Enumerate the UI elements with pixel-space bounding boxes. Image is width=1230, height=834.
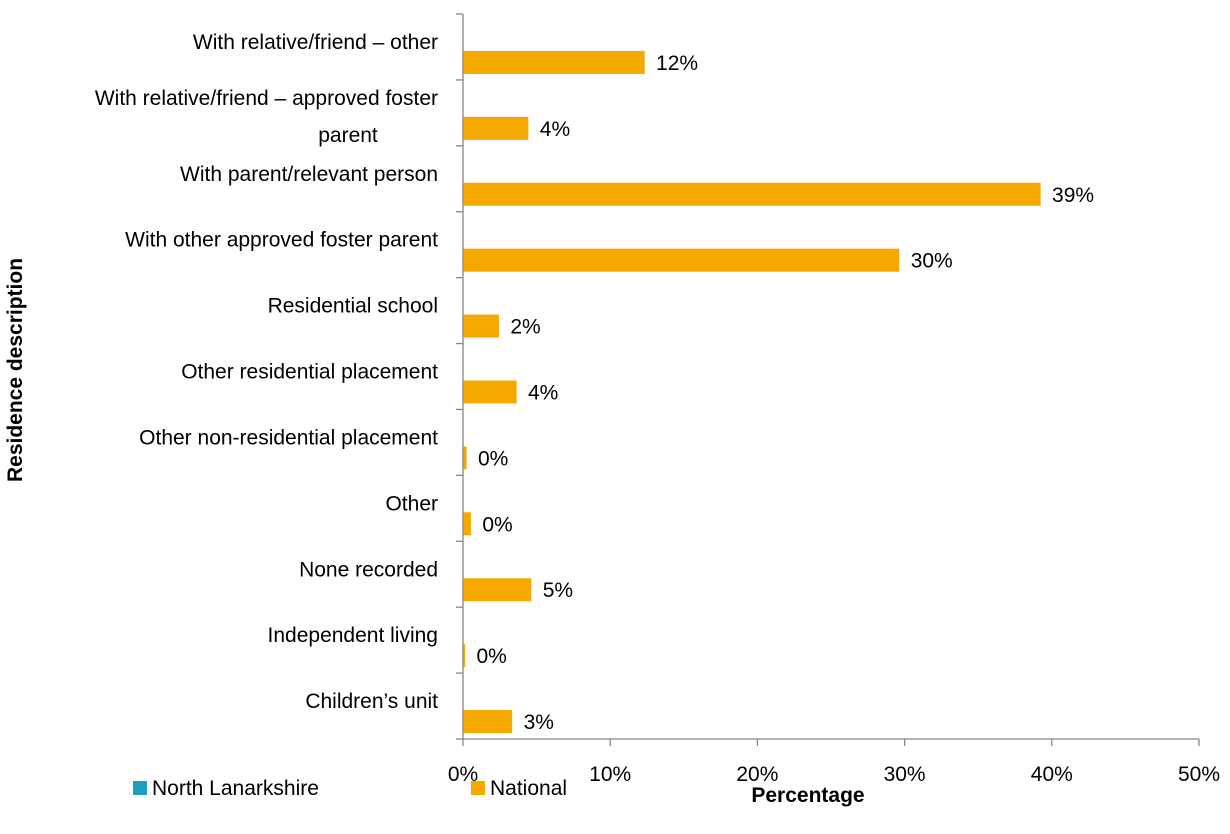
x-tick-label: 50% — [1178, 763, 1220, 786]
bar-national — [463, 710, 513, 734]
data-label: 0% — [482, 513, 512, 536]
category-label: Children’s unit — [305, 690, 438, 713]
data-label: 0% — [478, 447, 508, 470]
data-label: 3% — [524, 711, 554, 734]
bar-national — [463, 116, 529, 140]
data-label: 4% — [528, 382, 558, 405]
legend-label: National — [490, 777, 567, 800]
bar-national — [463, 248, 900, 272]
legend: North Lanarkshire National — [133, 777, 567, 800]
category-label: Other non-residential placement — [139, 426, 438, 449]
bar-national — [463, 512, 471, 536]
data-label: 0% — [476, 645, 506, 668]
data-label: 4% — [540, 118, 570, 141]
x-tick-label: 10% — [589, 763, 631, 786]
bar-national — [463, 446, 467, 470]
x-tick-label: 40% — [1031, 763, 1073, 786]
bar-national — [463, 314, 499, 338]
data-label: 5% — [543, 579, 573, 602]
x-tick-label: 20% — [736, 763, 778, 786]
legend-swatch — [133, 781, 147, 795]
legend-label: North Lanarkshire — [152, 777, 319, 800]
legend-swatch — [471, 781, 485, 795]
data-label: 30% — [911, 250, 953, 273]
bar-national — [463, 380, 517, 404]
category-label: With parent/relevant person — [180, 163, 438, 186]
bar-national — [463, 182, 1041, 206]
category-label: Independent living — [268, 624, 438, 647]
data-label: 2% — [510, 316, 540, 339]
data-label: 12% — [656, 52, 698, 75]
category-label: With other approved foster parent — [125, 229, 438, 252]
y-axis-title: Residence description — [4, 258, 27, 482]
bar-national — [463, 50, 645, 74]
category-label: With relative/friend – other — [193, 31, 438, 54]
x-tick-label: 0% — [448, 763, 478, 786]
axes-layer — [456, 13, 1200, 746]
x-axis-title: Percentage — [751, 784, 864, 807]
x-tick-label: 30% — [884, 763, 926, 786]
category-label: With relative/friend – approved foster — [95, 87, 438, 110]
bar-national — [463, 644, 466, 668]
category-label: Other residential placement — [181, 361, 438, 384]
data-label: 39% — [1052, 184, 1094, 207]
labels-layer: 0% 10% 20% 30% 40% 50% With relative/friend – … — [95, 31, 1220, 786]
category-label: Other — [385, 492, 438, 515]
bars-layer — [463, 50, 1041, 734]
category-label: Residential school — [268, 295, 438, 318]
category-label: parent — [318, 124, 378, 147]
category-label: None recorded — [299, 558, 438, 581]
bar-national — [463, 578, 532, 602]
